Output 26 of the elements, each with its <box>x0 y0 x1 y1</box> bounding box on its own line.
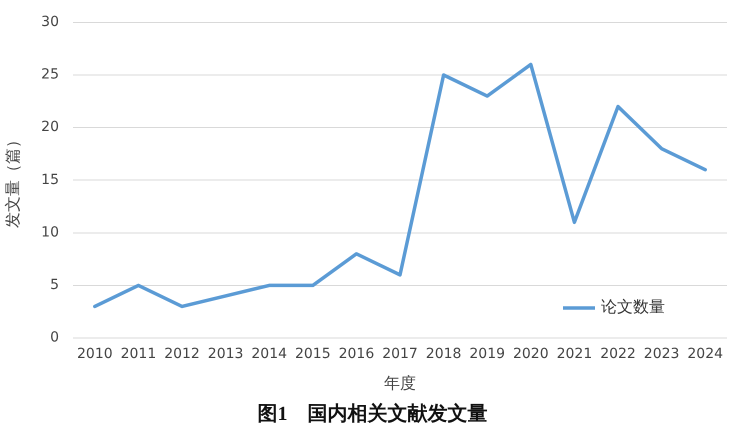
x-tick-label: 2018 <box>426 346 462 362</box>
x-tick-label: 2015 <box>294 346 331 362</box>
y-tick-label: 15 <box>41 172 60 188</box>
x-tick-label: 2019 <box>469 346 506 362</box>
x-axis-title: 年度 <box>384 374 416 393</box>
y-axis-title: 发文量（篇） <box>2 132 22 228</box>
x-tick-label: 2012 <box>164 346 200 362</box>
legend-label: 论文数量 <box>601 297 665 316</box>
x-tick-label: 2023 <box>644 346 680 362</box>
x-tick-label: 2014 <box>251 346 288 362</box>
x-tick-label: 2022 <box>600 346 636 362</box>
y-tick-label: 30 <box>41 14 60 30</box>
x-tick-label: 2021 <box>556 346 592 362</box>
text: 图1 国内相关文献发文量 <box>256 402 488 427</box>
y-tick-label: 20 <box>41 119 60 136</box>
x-tick-label: 2010 <box>76 346 113 362</box>
y-tick-label: 25 <box>41 66 60 83</box>
x-tick-label: 2011 <box>120 346 156 362</box>
x-tick-label: 2020 <box>512 346 549 362</box>
x-tick-label: 2016 <box>338 346 374 362</box>
y-tick-label: 10 <box>41 224 60 240</box>
x-tick-label: 2013 <box>208 346 244 362</box>
x-tick-label: 2017 <box>382 346 418 362</box>
x-tick-label: 2024 <box>687 346 724 362</box>
y-tick-label: 5 <box>50 277 60 294</box>
y-tick-label: 0 <box>50 330 60 346</box>
